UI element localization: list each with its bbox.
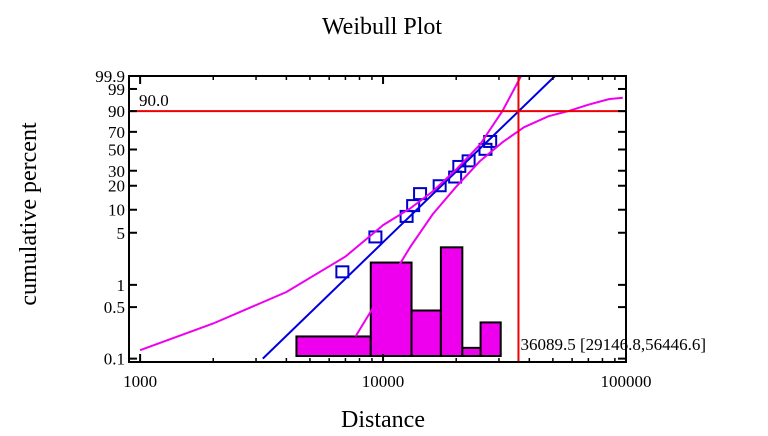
y-tick-label: 20	[108, 177, 125, 196]
data-point-11	[483, 134, 498, 148]
y-tick-label: 0.1	[104, 350, 125, 369]
histogram-bar-1	[295, 335, 372, 357]
x-tick-label: 100000	[601, 372, 652, 391]
chart-title: Weibull Plot	[322, 14, 442, 40]
histogram-bar-4	[439, 246, 464, 357]
y-tick-label: 70	[108, 123, 125, 142]
reference-lines: 90.0 36089.5 [29146.8,56446.6]	[129, 76, 706, 362]
plot-frame	[128, 75, 627, 363]
y-tick-label: 5	[117, 224, 126, 243]
x-tick-label: 1000	[123, 372, 157, 391]
y-tick-label: 1	[117, 276, 126, 295]
y-tick-label: 90	[108, 102, 125, 121]
y-tick-label: 50	[108, 141, 125, 160]
y-tick-label: 10	[108, 201, 125, 220]
confidence-lower-band	[354, 96, 623, 338]
histogram-bar-5	[461, 346, 482, 357]
x-tick-label: 10000	[362, 372, 405, 391]
data-point-2	[368, 230, 383, 244]
histogram	[295, 246, 502, 357]
data-point-6	[432, 179, 447, 193]
histogram-bar-6	[479, 321, 502, 357]
y-tick-label: 30	[108, 162, 125, 181]
data-point-5	[413, 187, 428, 201]
reference-label-vertical: 36089.5 [29146.8,56446.6]	[520, 335, 706, 354]
data-point-1	[335, 265, 350, 279]
y-tick-label: 0.5	[104, 298, 125, 317]
x-axis-label: Distance	[341, 407, 425, 433]
histogram-bar-3	[410, 309, 442, 357]
fitted-line	[262, 75, 556, 360]
reference-label-horizontal: 90.0	[139, 91, 169, 110]
confidence-upper-band	[139, 75, 522, 352]
y-axis-label: cumulative percent	[16, 122, 42, 306]
y-tick-label: 99	[108, 80, 125, 99]
series-layer	[139, 75, 623, 360]
y-tick-label: 99.9	[95, 67, 125, 86]
